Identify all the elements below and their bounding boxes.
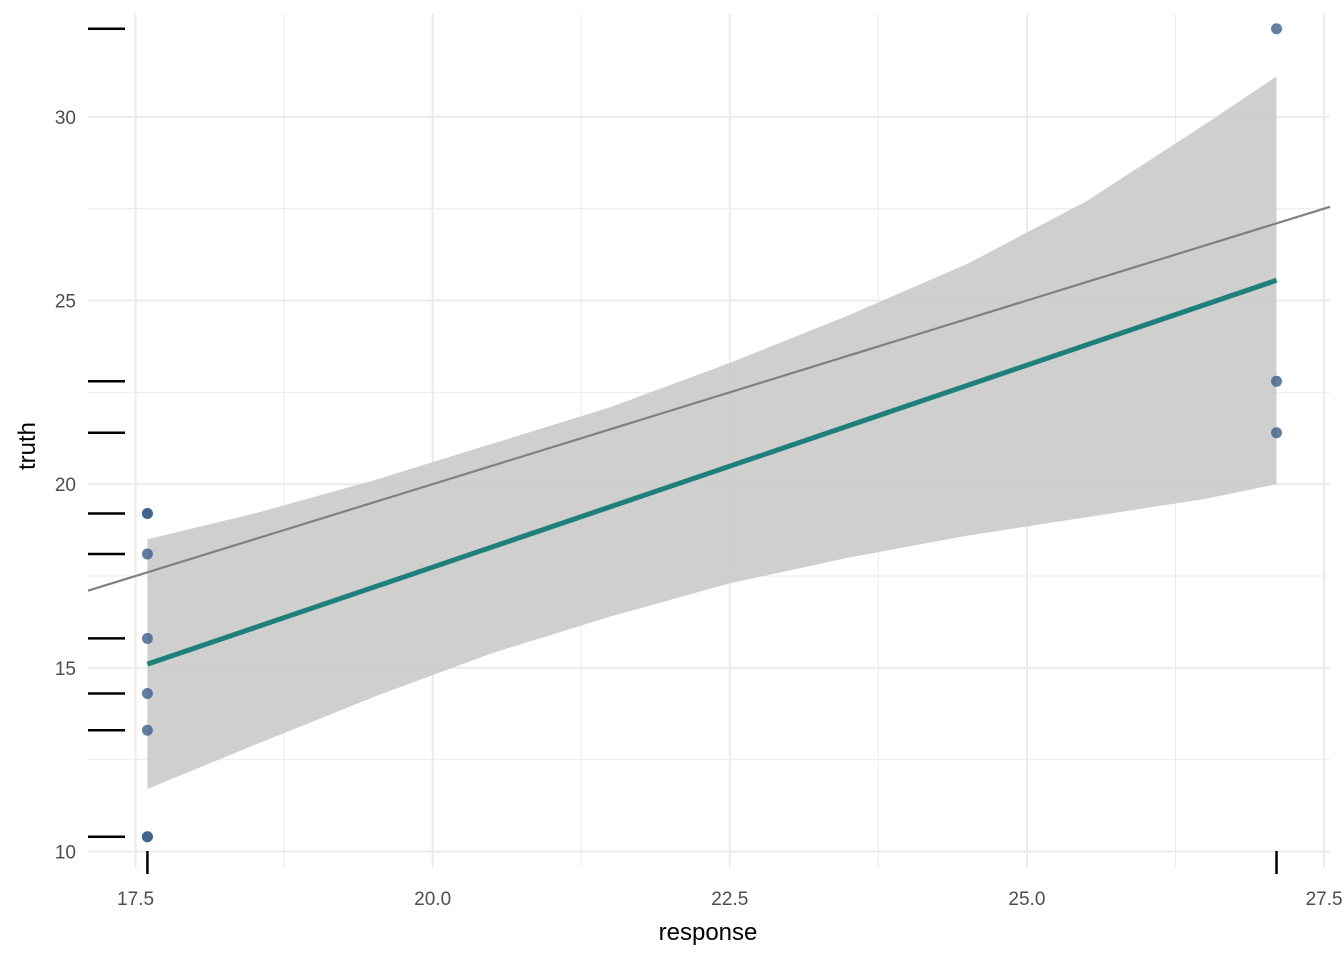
rug-layer bbox=[88, 27, 1278, 874]
fit-line bbox=[146, 277, 1278, 667]
reference-line bbox=[87, 205, 1331, 592]
y-axis-title: truth bbox=[14, 422, 41, 470]
x-tick-label: 25.0 bbox=[1008, 889, 1045, 910]
data-point bbox=[141, 548, 153, 560]
data-point bbox=[141, 508, 153, 520]
y-tick-label: 25 bbox=[55, 292, 76, 313]
x-tick-labels: 17.5 20.0 22.5 25.0 27.5 bbox=[117, 889, 1343, 910]
y-tick-labels: 10 15 20 25 30 bbox=[55, 108, 76, 864]
data-point bbox=[141, 688, 153, 700]
data-point bbox=[141, 724, 153, 736]
points-layer bbox=[141, 23, 1283, 843]
x-tick-label: 27.5 bbox=[1306, 889, 1343, 910]
x-axis-title: response bbox=[659, 919, 758, 946]
data-point bbox=[1271, 427, 1283, 439]
data-point bbox=[141, 632, 153, 644]
y-tick-label: 20 bbox=[55, 475, 76, 496]
fit-line-layer bbox=[146, 277, 1278, 667]
y-tick-label: 10 bbox=[55, 842, 76, 863]
y-tick-label: 15 bbox=[55, 659, 76, 680]
x-tick-label: 22.5 bbox=[711, 889, 748, 910]
data-point bbox=[1271, 23, 1283, 35]
x-tick-label: 17.5 bbox=[117, 889, 154, 910]
data-point bbox=[141, 831, 153, 843]
reference-line-layer bbox=[87, 205, 1331, 592]
confidence-band bbox=[147, 76, 1277, 789]
data-point bbox=[1271, 375, 1283, 387]
x-tick-label: 20.0 bbox=[414, 889, 451, 910]
confidence-band-layer bbox=[147, 76, 1277, 789]
y-tick-label: 30 bbox=[55, 108, 76, 129]
